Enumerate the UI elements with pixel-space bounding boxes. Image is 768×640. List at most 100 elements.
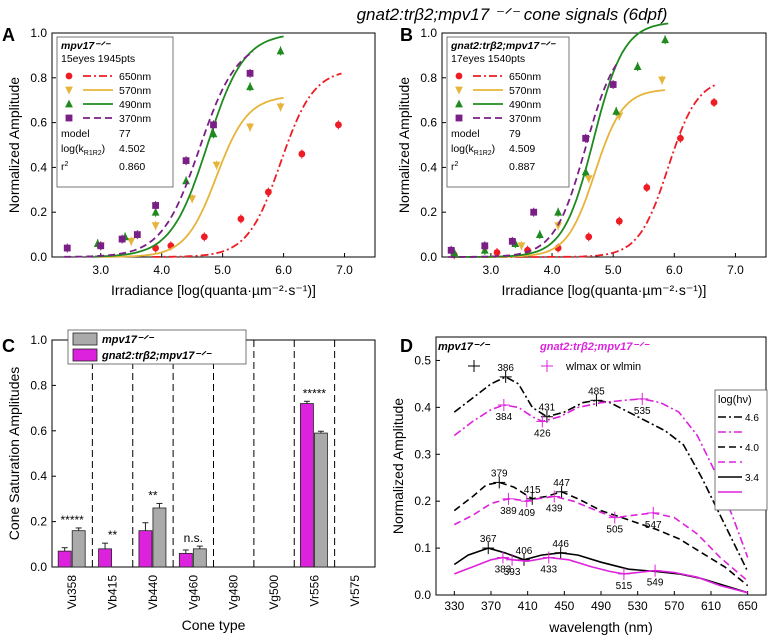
significance-label: ** [148, 488, 158, 502]
wl-label: 515 [616, 581, 633, 592]
legend-gnat2: gnat2:trβ2;mpv17⁻ᐟ⁻ [539, 341, 650, 353]
significance-label: n.s. [184, 531, 203, 545]
legend: mpv17⁻ᐟ⁻15eyes 1945pts 650nm 570nm 490nm 370… [56, 36, 174, 188]
y-tick-label: 0.0 [420, 250, 437, 264]
category-label: Vb415 [106, 575, 120, 610]
y-tick-label: 0.2 [30, 205, 47, 219]
r2-superscript: 2 [455, 161, 459, 168]
wl-label: 415 [524, 485, 541, 496]
legend-marker [455, 72, 463, 80]
model-label: model [61, 128, 90, 140]
spectrum-line [453, 398, 749, 558]
panel-letter: A [2, 25, 15, 45]
category-label: Vb440 [146, 575, 160, 610]
legend-label: 650nm [119, 71, 151, 83]
data-point [612, 107, 621, 115]
y-tick-label: 0.0 [30, 560, 47, 574]
r2-label: r2 [451, 161, 459, 173]
legend-label: 650nm [509, 71, 541, 83]
legend-box [446, 36, 570, 188]
wl-label: 426 [534, 428, 551, 439]
data-point [585, 233, 593, 241]
x-tick-label: 6.0 [275, 263, 292, 277]
category-label: Vr575 [348, 575, 362, 607]
x-tick-label: 5.0 [214, 263, 231, 277]
legend-subtitle: 17eyes 1540pts [451, 53, 525, 65]
panel-b: B 0.0 0.2 0.4 0.6 0.8 1.0 3.0 4.0 5.0 6.0 7.0 Normal… [396, 22, 767, 298]
x-axis-label: Irradiance [log(quanta·µm⁻²·s⁻¹)] [502, 282, 707, 298]
bar-gnat2 [300, 403, 314, 568]
x-tick-label: 5.0 [605, 263, 622, 277]
y-axis-label: Normalized Amplitude [396, 77, 412, 213]
spectrum-line [453, 481, 749, 587]
wl-label: 383 [495, 564, 512, 575]
legend-label: gnat2:trβ2;mpv17⁻ᐟ⁻ [101, 350, 212, 362]
panel-d: D 0.0 0.1 0.2 0.3 0.4 0.5 330 370 410 450 490 530 570… [390, 336, 768, 635]
model-value: 79 [509, 128, 521, 140]
spectrum-line [453, 376, 749, 572]
r2-value: 0.860 [119, 161, 145, 173]
legend-label: 570nm [509, 85, 541, 97]
bar-mpv17 [152, 507, 167, 568]
data-point [554, 222, 563, 231]
y-tick-label: 0.5 [414, 353, 431, 367]
legend-title: gnat2:trβ2;mpv17⁻ᐟ⁻ [450, 40, 556, 52]
data-point [276, 46, 285, 55]
data-point [246, 123, 254, 132]
data-point [677, 134, 684, 142]
data-point [152, 202, 160, 209]
spectrum-mpv17-4.6: 386 431 485 [453, 363, 749, 572]
series-370nm [63, 51, 254, 258]
wl-label: 384 [495, 412, 512, 423]
category-label: Vg460 [186, 575, 200, 610]
category-label: Vg500 [267, 575, 281, 610]
legend-marker [65, 114, 73, 122]
series-490nm [93, 35, 285, 258]
x-tick-label: 3.0 [483, 263, 500, 277]
wl-label: 431 [539, 403, 556, 414]
legend-marker [455, 114, 463, 122]
spectrum-line [454, 556, 748, 594]
data-point [530, 208, 538, 216]
y-tick-label: 0.0 [30, 250, 47, 264]
y-tick-label: 0.4 [414, 400, 431, 414]
x-tick-label: 410 [518, 599, 538, 613]
y-tick-label: 1.0 [420, 26, 437, 40]
figure-title: gnat2:trβ2;mpv17 ⁻ᐟ⁻ cone signals (6dpf) [357, 5, 668, 24]
legend-log: log(hν) 4.6 4.0 3.4 [714, 389, 768, 511]
x-axis-label: wavelength (nm) [548, 619, 653, 635]
data-point [298, 150, 306, 158]
data-point [151, 222, 160, 231]
logk-subscript: R1R2 [474, 150, 492, 157]
y-tick-label: 0.3 [414, 447, 431, 461]
data-point [584, 175, 593, 183]
x-tick-label: 530 [628, 599, 648, 613]
logk-close-paren: ) [102, 143, 106, 155]
y-tick-label: 0.2 [420, 205, 437, 219]
significance-label: ** [108, 528, 118, 542]
bar-mpv17 [71, 530, 86, 568]
legend-box [67, 329, 247, 365]
y-tick-label: 0.4 [30, 469, 47, 483]
panel-letter: D [400, 336, 413, 356]
x-tick-label: 490 [591, 599, 611, 613]
fit-curve-570nm [97, 97, 284, 258]
x-axis-label: Irradiance [log(quanta·µm⁻²·s⁻¹)] [111, 282, 316, 298]
wl-label: 447 [553, 478, 570, 489]
data-point [246, 82, 254, 91]
bar-mpv17 [192, 548, 207, 568]
data-point [633, 62, 642, 70]
category-label: Vr556 [307, 575, 321, 607]
bar-gnat2 [57, 550, 72, 568]
spectrum-gnat2-4.6: 384 426 535 [453, 392, 749, 558]
significance-label: ***** [303, 386, 327, 400]
logk-label-text: log(k [61, 143, 85, 155]
x-tick-label: 7.0 [727, 263, 744, 277]
logk-label: log(kR1R2) [451, 143, 495, 157]
legend-marker [455, 99, 463, 108]
x-tick-label: 4.0 [153, 263, 170, 277]
panel-letter: B [400, 25, 413, 45]
legend-level: 4.6 [745, 413, 759, 424]
logk-value: 4.509 [509, 143, 535, 155]
y-tick-label: 0.8 [30, 378, 47, 392]
